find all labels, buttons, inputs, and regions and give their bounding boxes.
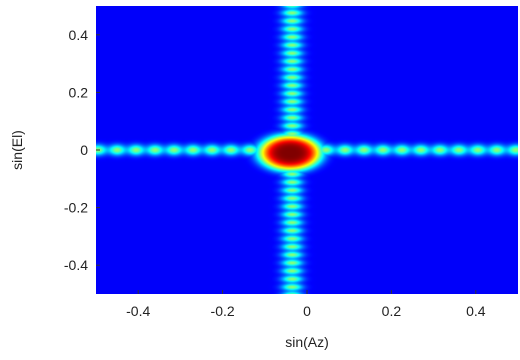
y-tick-label: -0.2 — [64, 200, 88, 216]
x-tick-label: 0.4 — [466, 303, 486, 319]
y-axis-label: sin(El) — [9, 130, 25, 170]
plot-area — [96, 6, 518, 294]
y-tick-label: 0.2 — [69, 84, 89, 100]
x-tick-label: 0.2 — [382, 303, 402, 319]
x-axis-ticks: -0.4 -0.2 0 0.2 0.4 — [126, 290, 486, 319]
y-axis-ticks: -0.4 -0.2 0 0.2 0.4 — [64, 27, 100, 273]
x-axis-label: sin(Az) — [285, 334, 329, 350]
heatmap-image — [96, 6, 518, 294]
x-tick-label: -0.2 — [211, 303, 235, 319]
y-tick-label: -0.4 — [64, 257, 88, 273]
y-tick-label: 0 — [80, 142, 88, 158]
x-tick-label: 0 — [303, 303, 311, 319]
y-tick-label: 0.4 — [69, 27, 89, 43]
x-tick-label: -0.4 — [126, 303, 150, 319]
